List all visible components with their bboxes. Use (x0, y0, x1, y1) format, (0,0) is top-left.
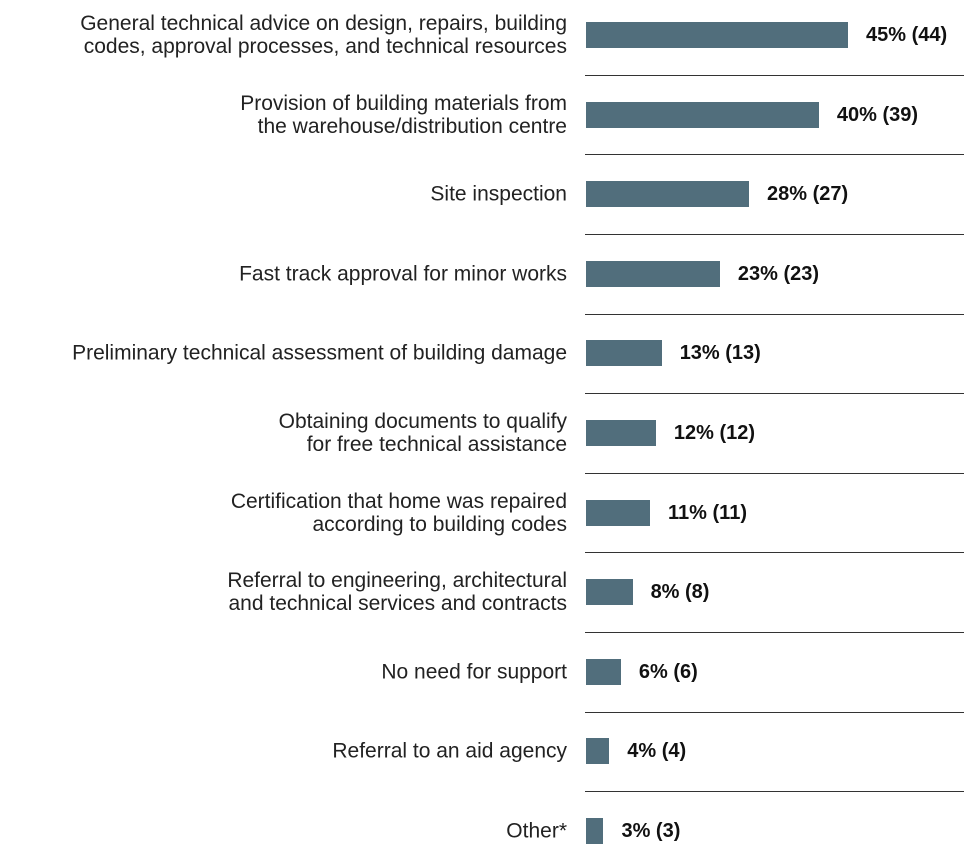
bar (586, 499, 651, 526)
category-label: Referral to an aid agency (332, 739, 567, 763)
row-divider (585, 234, 964, 235)
bar (586, 22, 848, 48)
bar (586, 420, 656, 446)
category-label: General technical advice on design, repa… (80, 12, 567, 58)
row-divider (585, 74, 964, 76)
category-label: No need for support (381, 660, 567, 684)
bar (586, 579, 633, 606)
value-label: 4% (4) (627, 740, 687, 763)
bar (586, 818, 604, 844)
category-label: Obtaining documents to qualify for free … (278, 410, 567, 456)
category-label: Fast track approval for minor works (239, 262, 567, 286)
row-divider (585, 552, 964, 554)
row-divider (585, 472, 964, 474)
value-label: 3% (3) (621, 820, 681, 842)
bar (586, 101, 819, 128)
value-label: 45% (44) (866, 24, 948, 46)
row-divider (585, 393, 964, 395)
value-label: 6% (6) (638, 660, 698, 683)
category-label: Preliminary technical assessment of buil… (72, 341, 567, 365)
row-divider (585, 313, 964, 315)
bar (586, 340, 662, 367)
row-divider (585, 154, 964, 156)
value-label: 23% (23) (737, 262, 820, 285)
bar (586, 658, 621, 685)
value-label: 8% (8) (650, 581, 710, 604)
category-label: Referral to engineering, architectural a… (227, 569, 567, 616)
row-divider (585, 711, 964, 713)
category-label: Certification that home was repaired acc… (230, 489, 567, 536)
value-label: 12% (12) (673, 422, 756, 444)
value-label: 13% (13) (679, 342, 761, 365)
value-label: 40% (39) (836, 103, 919, 126)
category-label: Provision of building materials from the… (240, 91, 567, 138)
value-label: 28% (27) (767, 183, 849, 206)
category-label: Other* (506, 819, 567, 843)
bar (586, 738, 610, 765)
category-label: Site inspection (430, 182, 567, 206)
bar (586, 260, 720, 287)
bar (586, 181, 750, 208)
row-divider (585, 791, 964, 793)
value-label: 11% (11) (668, 501, 747, 524)
row-divider (585, 632, 964, 633)
